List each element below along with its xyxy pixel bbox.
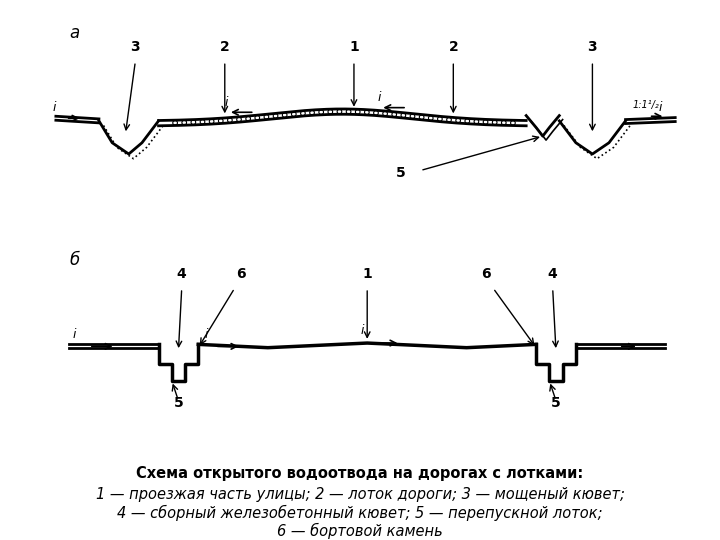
Text: 4 — сборный железобетонный кювет; 5 — перепускной лоток;: 4 — сборный железобетонный кювет; 5 — пе… <box>117 505 603 522</box>
Text: б: б <box>69 251 79 269</box>
Text: Схема открытого водоотвода на дорогах с лотками:: Схема открытого водоотвода на дорогах с … <box>136 466 584 481</box>
Text: 1 — проезжая часть улицы; 2 — лоток дороги; 3 — мощеный кювет;: 1 — проезжая часть улицы; 2 — лоток доро… <box>96 488 624 503</box>
Text: i: i <box>361 325 364 338</box>
Text: 3: 3 <box>588 40 597 55</box>
Text: i: i <box>205 328 208 341</box>
Text: 1:1¹/₂: 1:1¹/₂ <box>632 100 659 110</box>
Text: 4: 4 <box>177 267 186 281</box>
Text: 4: 4 <box>548 267 557 281</box>
Text: 1: 1 <box>362 267 372 281</box>
Text: 6: 6 <box>237 267 246 281</box>
Text: 3: 3 <box>130 40 140 55</box>
Text: 6: 6 <box>482 267 491 281</box>
Text: 5: 5 <box>551 396 561 410</box>
Text: 6 — бортовой камень: 6 — бортовой камень <box>277 523 443 539</box>
Text: 2: 2 <box>220 40 230 55</box>
Text: i: i <box>53 101 56 114</box>
Text: i: i <box>225 96 228 109</box>
Text: i: i <box>659 101 662 114</box>
Text: 5: 5 <box>395 166 405 180</box>
Text: 5: 5 <box>174 396 184 410</box>
Text: 2: 2 <box>449 40 458 55</box>
Text: i: i <box>73 328 76 341</box>
Text: а: а <box>69 24 79 42</box>
Text: i: i <box>377 91 381 104</box>
Text: 1: 1 <box>349 40 359 55</box>
